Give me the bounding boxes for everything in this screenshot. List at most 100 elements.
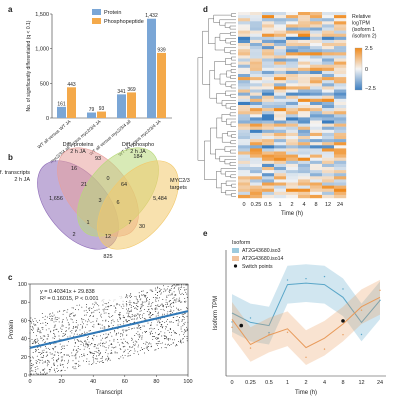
scatter-point	[162, 304, 164, 306]
scatter-point	[167, 286, 169, 288]
heatmap-cell	[250, 126, 263, 130]
heatmap-cell	[322, 21, 335, 25]
scatter-point	[75, 342, 76, 344]
scatter-point	[90, 344, 92, 346]
scatter-point	[139, 333, 141, 335]
heatmap-cell	[334, 160, 347, 165]
heatmap-cell	[286, 176, 299, 180]
heatmap-cell	[310, 120, 323, 124]
scatter-point	[102, 343, 103, 345]
heatmap-cell	[238, 126, 251, 130]
legend-label: AT2G43680.iso14	[242, 256, 284, 262]
scatter-point	[176, 333, 177, 334]
legend-swatch	[232, 248, 239, 253]
scatter-point	[83, 355, 85, 357]
scatter-point	[73, 315, 75, 317]
scatter-point	[104, 337, 106, 339]
heatmap-cell	[334, 142, 347, 146]
heatmap-cell	[298, 55, 311, 59]
scatter-point	[80, 343, 82, 345]
scatter-point	[123, 350, 125, 352]
scatter-point	[166, 337, 167, 339]
scatter-point	[52, 356, 54, 358]
scatter-point	[136, 327, 138, 329]
scatter-point	[173, 284, 175, 286]
heatmap-cell	[286, 89, 299, 93]
x-tick-label: 20	[59, 379, 65, 385]
heatmap-cell	[238, 83, 251, 87]
scatter-point	[140, 335, 142, 337]
scatter-point	[55, 329, 57, 330]
heatmap-cell	[238, 67, 251, 72]
scatter-point	[88, 308, 90, 310]
heatmap-cell	[262, 105, 275, 109]
scatter-point	[162, 305, 164, 307]
scatter-point	[34, 318, 36, 320]
scatter-point	[137, 299, 139, 301]
heatmap-cell	[238, 163, 251, 168]
heatmap-cell	[310, 179, 323, 183]
heatmap-cell	[334, 111, 347, 115]
scatter-point	[157, 341, 159, 343]
heatmap-cell	[250, 167, 263, 171]
colorbar-title: (isoform 1	[352, 27, 375, 33]
scatter-point	[175, 301, 177, 303]
scatter-point	[174, 287, 176, 289]
scatter-point	[41, 350, 43, 352]
heatmap-cell	[286, 52, 299, 56]
scatter-point	[184, 330, 186, 332]
venn-set-label: 2 h JA	[14, 177, 30, 183]
scatter-point	[126, 321, 128, 323]
heatmap-cell	[238, 18, 251, 22]
heatmap-cell	[250, 70, 263, 75]
heatmap-cell	[250, 86, 263, 90]
heatmap-x-tick-label: 0.25	[251, 202, 262, 208]
heatmap-x-tick-label: 12	[325, 202, 331, 208]
heatmap-cell	[298, 58, 311, 62]
scatter-point	[174, 294, 176, 296]
scatter-point	[169, 305, 171, 307]
scatter-point	[179, 299, 181, 301]
heatmap-cell	[274, 74, 287, 78]
scatter-point	[91, 312, 93, 314]
scatter-point	[137, 308, 138, 310]
heatmap-cell	[310, 30, 323, 34]
scatter-point	[138, 324, 140, 326]
scatter-point	[164, 332, 166, 334]
scatter-point	[73, 333, 75, 335]
heatmap-cell	[250, 52, 263, 56]
y-axis-title: Protein	[9, 320, 15, 339]
heatmap-cell	[286, 58, 299, 62]
scatter-point	[149, 333, 151, 335]
x-tick-label: 100	[183, 379, 192, 385]
heatmap-cell	[334, 188, 347, 192]
scatter-point	[69, 330, 71, 332]
scatter-point	[135, 315, 137, 317]
heatmap-cell	[262, 173, 275, 177]
scatter-point	[84, 340, 86, 342]
scatter-point	[73, 348, 75, 350]
scatter-point	[104, 342, 106, 344]
venn-region-value: 0	[106, 176, 109, 182]
scatter-point	[166, 344, 168, 346]
heatmap-cell	[274, 55, 287, 59]
scatter-point	[73, 355, 75, 357]
scatter-point	[94, 344, 95, 346]
scatter-point	[150, 327, 152, 329]
plot-frame	[29, 283, 189, 376]
scatter-point	[170, 334, 172, 336]
heatmap-cell	[262, 33, 275, 37]
scatter-point	[70, 318, 72, 320]
scatter-point	[62, 347, 64, 349]
scatter-point	[165, 305, 167, 307]
venn-set-label: 2 h JA	[130, 149, 146, 155]
scatter-point	[126, 304, 128, 305]
scatter-point	[155, 349, 157, 351]
scatter-point	[101, 356, 103, 357]
scatter-point	[137, 313, 139, 315]
scatter-point	[43, 361, 45, 363]
scatter-point	[53, 362, 55, 364]
scatter-point	[37, 349, 39, 351]
scatter-point	[144, 296, 146, 298]
scatter-point	[138, 338, 140, 340]
